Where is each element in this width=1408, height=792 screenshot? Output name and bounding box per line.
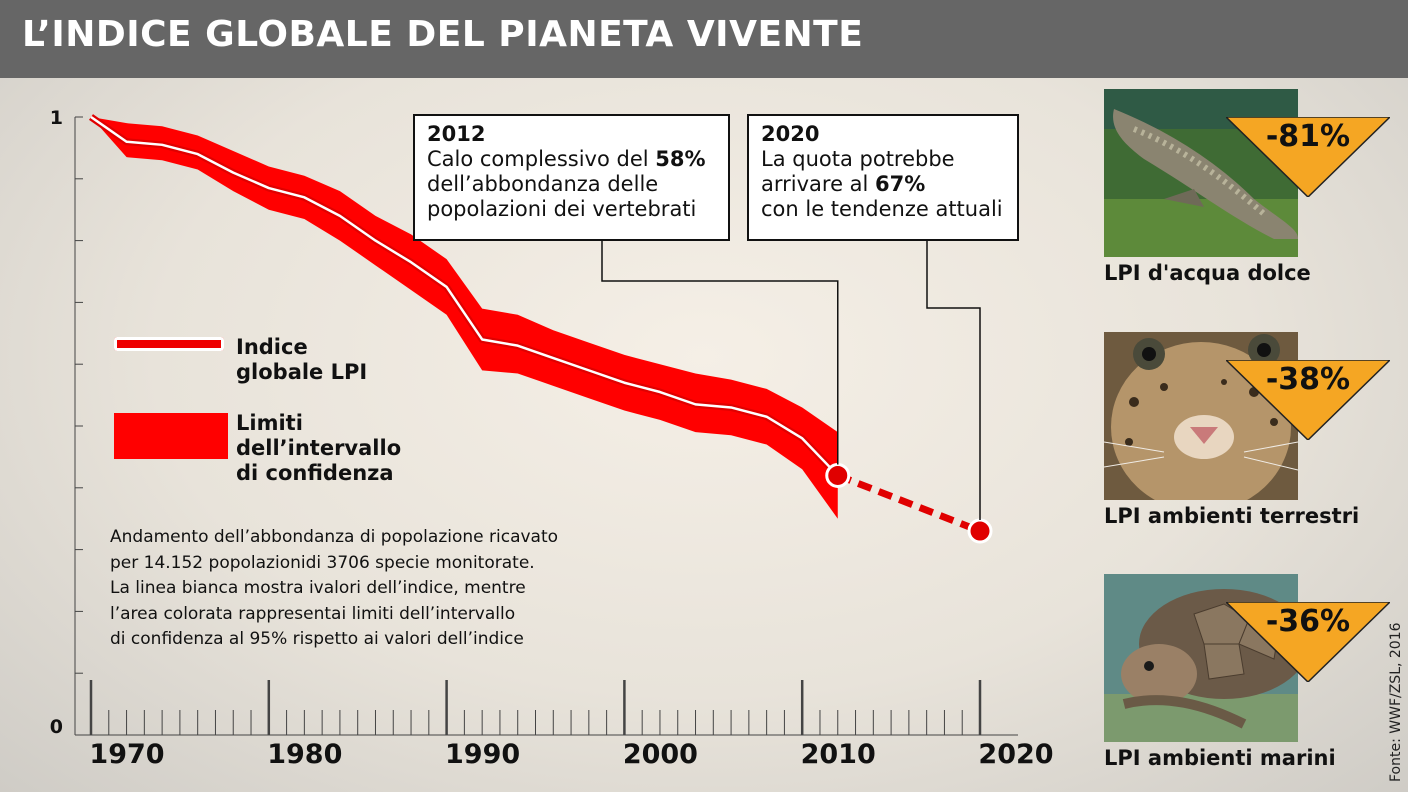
note-line: di confidenza al 95% rispetto ai valori … — [110, 629, 524, 649]
x-tick-label: 1990 — [445, 739, 520, 770]
badge-terrestrial — [1226, 360, 1390, 440]
callout-2020-line1: La quota potrebbe — [761, 147, 955, 171]
chart-axes: 1 0 1970 1980 1990 2000 2010 2020 — [50, 107, 1054, 770]
badge-freshwater-value: -81% — [1265, 119, 1351, 154]
x-tick-label: 2020 — [978, 739, 1053, 770]
note-line: l’area colorata rappresentai limiti dell… — [110, 603, 516, 624]
legend-line-label-1: Indice — [236, 335, 308, 359]
projection-line — [836, 472, 982, 535]
leopard-photo — [1104, 332, 1298, 500]
badge-marine — [1226, 602, 1390, 682]
callout-2012: 2012 Calo complessivo del 58% dell’abbon… — [413, 114, 730, 241]
callout-2020-text-pre: arrivare al — [761, 172, 876, 196]
x-tick-label: 2000 — [623, 739, 698, 770]
x-tick-label: 1980 — [267, 739, 342, 770]
lpi-chart: 1 0 1970 1980 1990 2000 2010 2020 — [50, 107, 1054, 770]
page-title: L’INDICE GLOBALE DEL PIANETA VIVENTE — [22, 14, 864, 55]
legend-line-label: Indice globale LPI — [236, 335, 367, 385]
callout-2012-line2: dell’abbondanza delle — [427, 172, 659, 196]
panel-terrestrial-label: LPI ambienti terrestri — [1104, 504, 1360, 528]
badge-terrestrial-value: -38% — [1265, 362, 1351, 397]
x-tick-label: 1970 — [89, 739, 164, 770]
panel-freshwater: -81% LPI d'acqua dolce — [1104, 89, 1404, 289]
callout-leaders — [601, 240, 981, 521]
callout-2020-line3: con le tendenze attuali — [761, 197, 1003, 221]
legend-line-label-2: globale LPI — [236, 360, 368, 384]
source-credit: Fonte: WWF/ZSL, 2016 — [1388, 622, 1404, 782]
leader-2020 — [926, 240, 981, 521]
index-line — [90, 115, 839, 477]
panel-terrestrial: -38% LPI ambienti terrestri — [1104, 332, 1404, 532]
y-tick-label: 0 — [50, 716, 63, 738]
callout-2020-percent: 67% — [875, 172, 926, 196]
panel-marine-label: LPI ambienti marini — [1104, 746, 1336, 770]
note-line: per 14.152 popolazionidi 3706 specie mon… — [110, 552, 535, 573]
legend-band-label-3: di confidenza — [236, 461, 394, 485]
point-2012 — [825, 462, 851, 488]
chart-note: Andamento dell’abbondanza di popolazione… — [110, 525, 610, 653]
y-tick-label: 1 — [50, 107, 63, 129]
note-line: Andamento dell’abbondanza di popolazione… — [110, 527, 559, 547]
badge-marine-value: -36% — [1265, 604, 1351, 639]
legend-band-swatch — [114, 413, 228, 459]
callout-2012-text-pre: Calo complessivo del — [427, 147, 656, 171]
badge-freshwater — [1226, 117, 1390, 197]
callout-2020-year: 2020 — [761, 122, 820, 146]
header-bar: L’INDICE GLOBALE DEL PIANETA VIVENTE — [0, 0, 1408, 78]
point-2020 — [967, 518, 993, 544]
legend-band-label-1: Limiti — [236, 411, 303, 435]
legend-band-label: Limiti dell’intervallo di confidenza — [236, 411, 401, 486]
callout-2012-year: 2012 — [427, 122, 486, 146]
callout-2012-line3: popolazioni dei vertebrati — [427, 197, 697, 221]
note-line: La linea bianca mostra ivalori dell’indi… — [110, 578, 526, 598]
sea-turtle-photo — [1104, 574, 1298, 742]
callout-2012-percent: 58% — [655, 147, 706, 171]
panel-freshwater-label: LPI d'acqua dolce — [1104, 261, 1311, 285]
panel-marine: -36% LPI ambienti marini — [1104, 574, 1404, 774]
legend-line-swatch — [114, 337, 224, 351]
leader-2012 — [601, 240, 839, 465]
chart-marks — [89, 114, 993, 544]
legend-band-label-2: dell’intervallo — [236, 436, 402, 460]
callout-2020: 2020 La quota potrebbe arrivare al 67% c… — [747, 114, 1019, 241]
x-tick-label: 2010 — [801, 739, 876, 770]
